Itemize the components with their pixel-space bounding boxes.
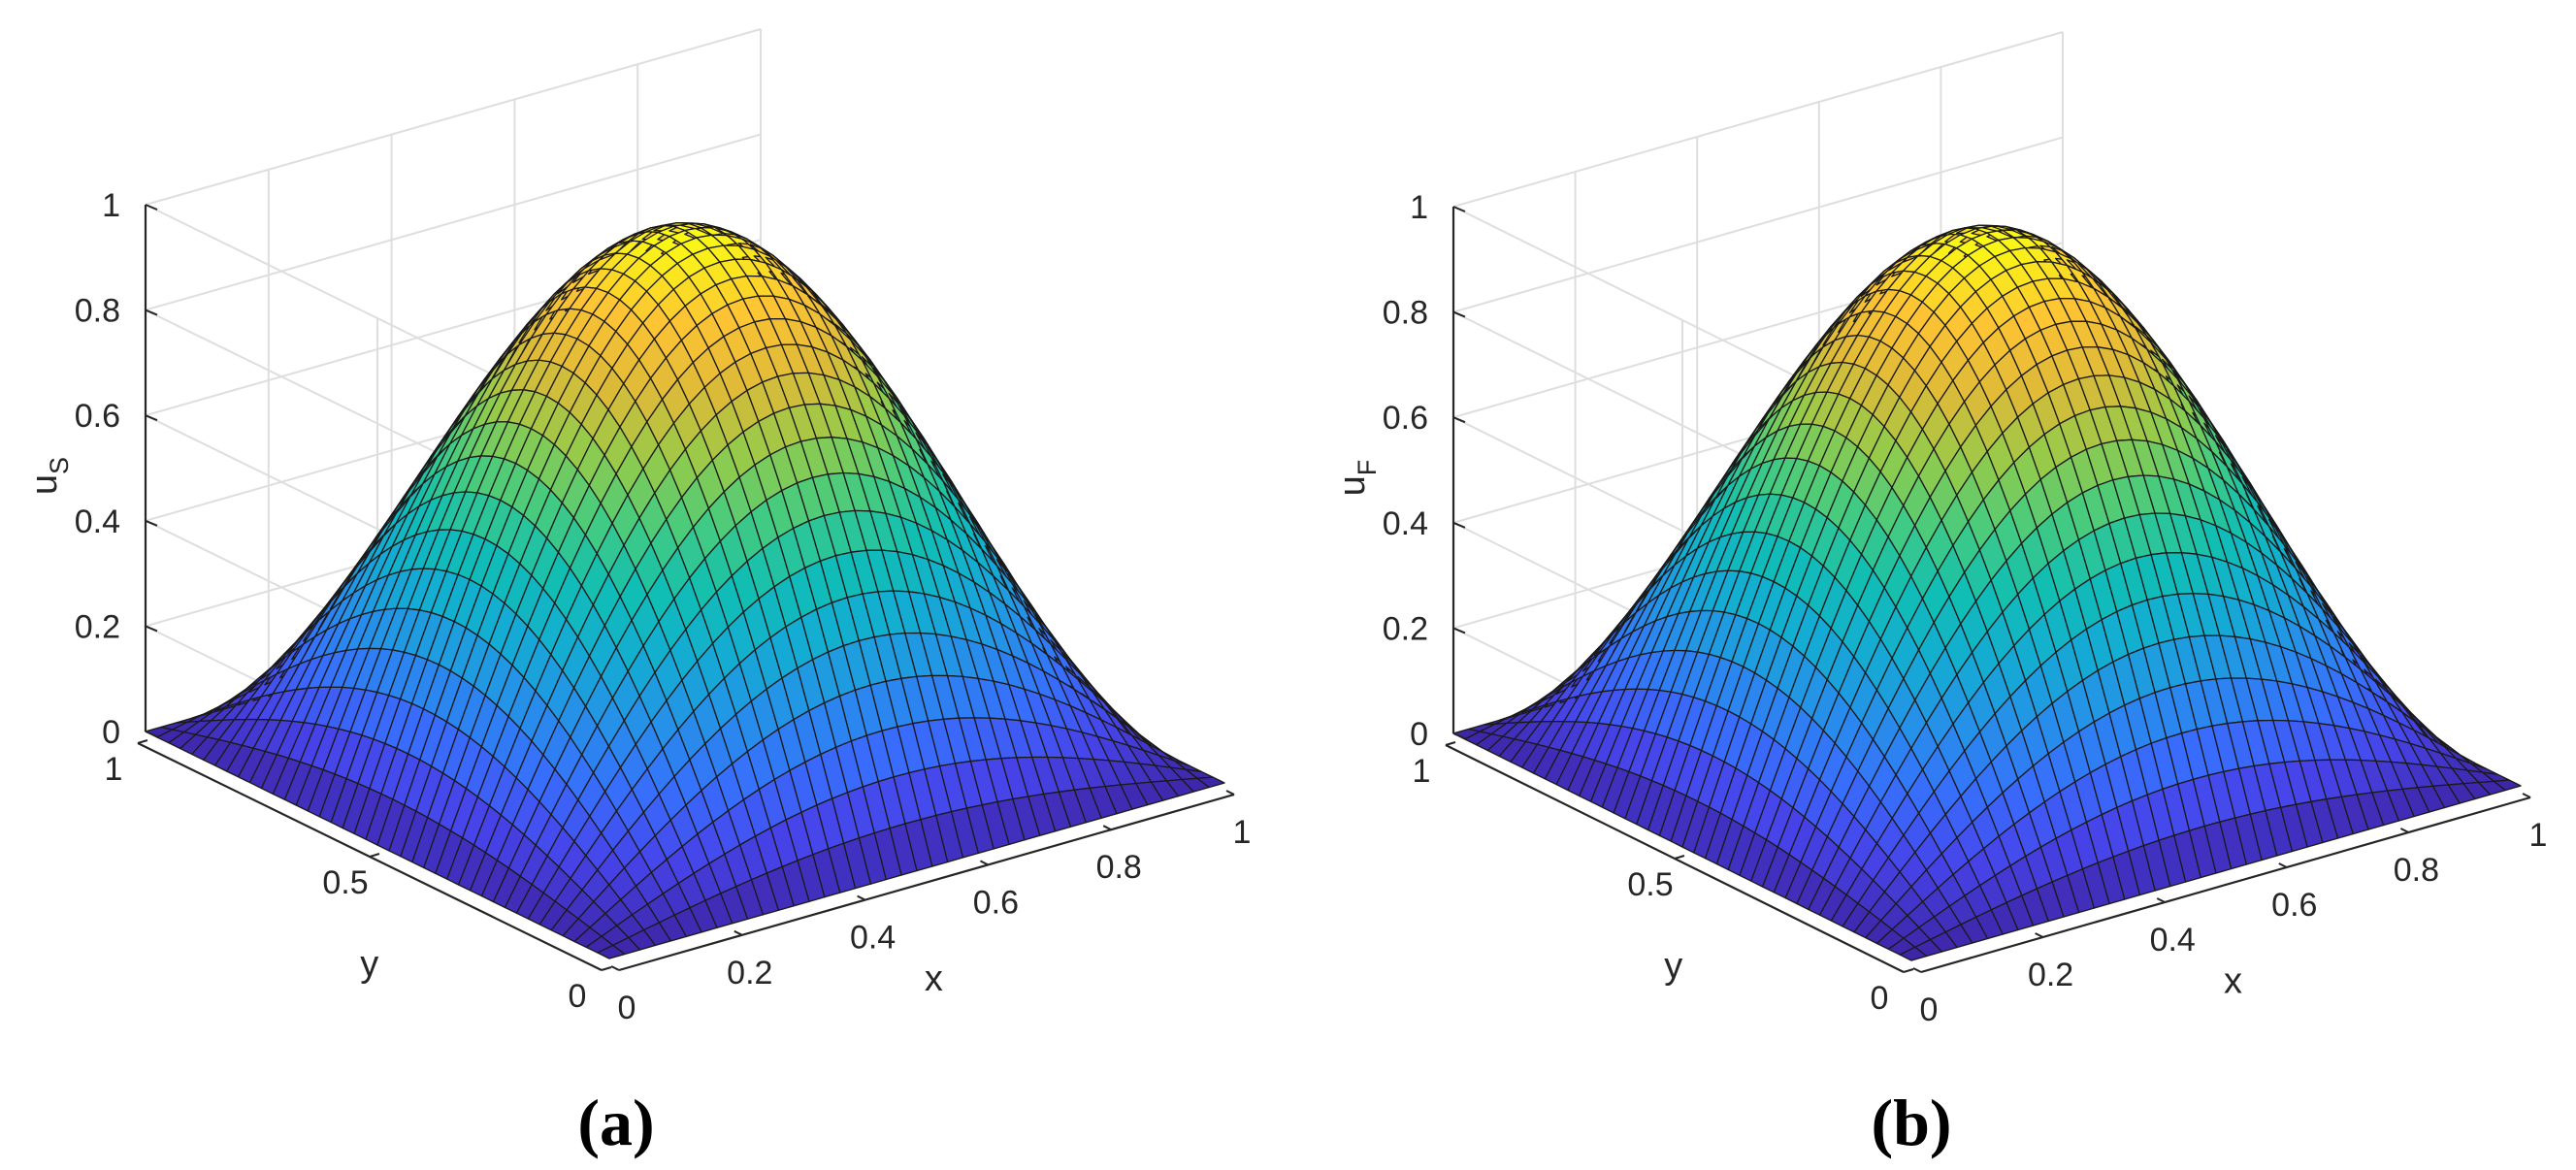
x-tick-mark bbox=[857, 894, 866, 901]
x-tick-label: 0.2 bbox=[727, 955, 772, 991]
z-tick-mark bbox=[145, 414, 158, 422]
x-tick-mark bbox=[2278, 862, 2288, 868]
x-tick-label: 0.6 bbox=[2271, 887, 2317, 924]
grid-line bbox=[1452, 31, 2064, 208]
x-axis-line bbox=[618, 793, 1235, 972]
z-tick-label: 0.2 bbox=[75, 608, 120, 645]
x-axis-line bbox=[1920, 796, 2531, 974]
x-tick-label: 0.8 bbox=[2394, 852, 2439, 889]
x-tick-mark bbox=[734, 929, 743, 936]
x-tick-label: 0.4 bbox=[850, 920, 896, 957]
x-tick-label: 0 bbox=[1920, 991, 1939, 1028]
z-tick-label: 0.8 bbox=[75, 293, 120, 330]
y-tick-mark bbox=[1445, 741, 1456, 746]
grid-line bbox=[145, 133, 762, 311]
z-tick-label: 1 bbox=[102, 187, 120, 224]
z-axis-label: uF bbox=[1332, 460, 1382, 497]
z-tick-label: 0.6 bbox=[75, 398, 120, 435]
z-axis-label-main: u bbox=[1332, 475, 1373, 496]
z-tick-mark bbox=[145, 731, 158, 737]
z-tick-label: 0.2 bbox=[1383, 610, 1428, 647]
z-tick-mark bbox=[1452, 521, 1466, 529]
x-axis-label: x bbox=[2224, 961, 2242, 1002]
y-tick-label: 1 bbox=[105, 751, 123, 788]
x-tick-label: 1 bbox=[1233, 814, 1252, 851]
y-tick-label: 1 bbox=[1413, 753, 1431, 790]
x-tick-mark bbox=[610, 965, 620, 971]
x-axis-label: x bbox=[925, 959, 943, 999]
x-tick-label: 0.2 bbox=[2028, 957, 2073, 993]
z-tick-mark bbox=[145, 519, 158, 527]
y-tick-mark bbox=[369, 853, 380, 858]
x-tick-mark bbox=[1102, 825, 1112, 831]
z-tick-mark bbox=[145, 625, 158, 633]
z-axis-label: uS bbox=[24, 457, 74, 495]
z-axis-label-subscript: F bbox=[1353, 460, 1382, 476]
z-axis-label-subscript: S bbox=[45, 457, 74, 474]
x-tick-mark bbox=[1912, 967, 1922, 973]
z-axis-label-main: u bbox=[24, 474, 65, 495]
z-tick-label: 1 bbox=[1410, 189, 1428, 226]
panel-label-a: (a) bbox=[577, 1086, 654, 1159]
y-tick-label: 0.5 bbox=[1627, 866, 1673, 903]
surface-patch bbox=[2493, 779, 2522, 792]
x-tick-label: 0.4 bbox=[2150, 922, 2196, 959]
grid-line bbox=[1452, 136, 2064, 313]
panel-label-b: (b) bbox=[1871, 1086, 1951, 1159]
z-tick-mark bbox=[1452, 416, 1466, 424]
z-tick-mark bbox=[1452, 206, 1466, 212]
x-tick-label: 0.8 bbox=[1096, 849, 1142, 886]
x-tick-mark bbox=[2035, 932, 2044, 938]
surface-patch bbox=[1196, 776, 1225, 789]
x-tick-mark bbox=[2399, 828, 2409, 833]
x-tick-mark bbox=[1225, 790, 1235, 796]
z-tick-label: 0 bbox=[1410, 716, 1428, 753]
z-tick-mark bbox=[1452, 732, 1466, 739]
x-tick-mark bbox=[2522, 793, 2531, 798]
x-tick-label: 1 bbox=[2529, 817, 2548, 854]
x-tick-label: 0 bbox=[618, 990, 636, 1026]
z-tick-label: 0.4 bbox=[75, 504, 120, 540]
z-tick-label: 0.6 bbox=[1383, 400, 1428, 437]
z-tick-mark bbox=[1452, 627, 1466, 634]
z-tick-mark bbox=[145, 309, 158, 316]
y-tick-mark bbox=[601, 966, 612, 971]
y-tick-label: 0 bbox=[569, 978, 587, 1015]
z-tick-mark bbox=[145, 204, 158, 211]
y-tick-label: 0 bbox=[1871, 980, 1889, 1017]
y-tick-label: 0.5 bbox=[322, 864, 368, 901]
grid-line bbox=[145, 28, 762, 206]
z-tick-label: 0.4 bbox=[1383, 505, 1428, 542]
y-tick-mark bbox=[1674, 855, 1685, 860]
surface bbox=[1452, 224, 2522, 961]
x-tick-label: 0.6 bbox=[973, 884, 1019, 921]
z-tick-mark bbox=[1452, 310, 1466, 318]
y-tick-mark bbox=[1903, 968, 1914, 973]
y-axis-label: y bbox=[1664, 946, 1682, 987]
y-tick-mark bbox=[137, 739, 148, 744]
x-tick-mark bbox=[979, 860, 989, 866]
z-tick-label: 0 bbox=[102, 714, 120, 751]
surface bbox=[145, 221, 1225, 959]
x-tick-mark bbox=[2156, 897, 2166, 903]
z-tick-label: 0.8 bbox=[1383, 295, 1428, 332]
y-axis-label: y bbox=[360, 944, 378, 985]
